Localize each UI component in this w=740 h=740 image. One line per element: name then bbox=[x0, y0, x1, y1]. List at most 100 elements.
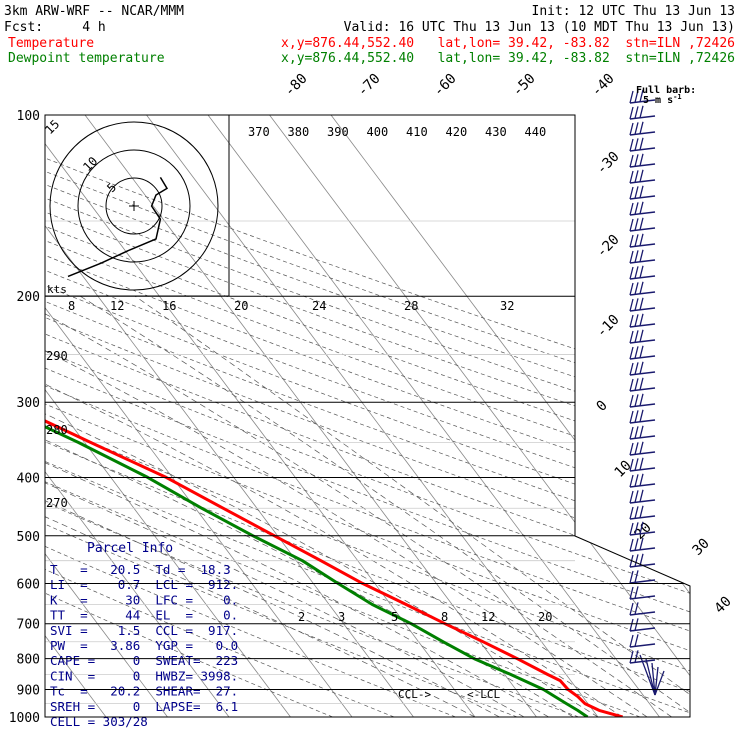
temperature-legend: Temperature bbox=[8, 36, 94, 51]
wind-barb-flag bbox=[634, 106, 639, 119]
pressure-tick-label: 800 bbox=[17, 653, 40, 668]
wind-barb-staff bbox=[629, 243, 656, 248]
wind-barb-flag bbox=[629, 202, 634, 216]
wind-barb-flag bbox=[634, 234, 639, 247]
wind-barb-flag bbox=[634, 314, 639, 327]
wind-barb-staff bbox=[654, 670, 665, 696]
wind-barb-flag bbox=[634, 442, 639, 455]
theta-label: 380 bbox=[288, 125, 310, 139]
hodo-axis-label: 16 bbox=[162, 299, 176, 313]
wind-barb-flag bbox=[634, 490, 639, 503]
hodo-ring bbox=[105, 177, 163, 235]
wind-barb-flag bbox=[629, 506, 634, 520]
pressure-tick-label: 1000 bbox=[9, 711, 40, 726]
parcel-info-row: SVI = 1.5 CCL = 917. bbox=[50, 623, 238, 638]
wind-barb-staff bbox=[629, 275, 656, 280]
wind-barb-flag bbox=[639, 553, 644, 566]
wind-barb-flag bbox=[639, 457, 644, 470]
wind-barb-staff bbox=[629, 483, 656, 488]
wind-barb-flag bbox=[634, 298, 639, 311]
wind-barb-flag bbox=[634, 378, 639, 391]
wind-barb-staff bbox=[629, 339, 656, 344]
wind-barb-flag bbox=[634, 330, 639, 343]
wind-barb-staff bbox=[654, 666, 659, 696]
wind-barb-flag bbox=[629, 458, 634, 472]
wind-barb-flag bbox=[629, 314, 634, 328]
wind-barb-flag bbox=[634, 346, 639, 359]
wind-barb-flag bbox=[634, 474, 639, 487]
wind-barb-flag bbox=[639, 249, 644, 262]
wind-barb-flag bbox=[639, 185, 644, 198]
wind-barb-flag bbox=[634, 586, 639, 599]
wind-barb-flag bbox=[639, 265, 644, 278]
isotherm-line bbox=[146, 115, 599, 717]
wind-barb-flag bbox=[629, 394, 634, 408]
dewpoint-location-info: x,y=876.44,552.40 lat,lon= 39.42, -83.82… bbox=[281, 51, 735, 66]
wind-barb-flag bbox=[634, 282, 639, 295]
wind-barb-flag bbox=[634, 154, 639, 167]
wind-barb-flag bbox=[634, 458, 639, 471]
mixing-ratio-label: 20 bbox=[538, 610, 552, 624]
isotherm-line bbox=[45, 115, 291, 717]
wind-barb-flag bbox=[629, 170, 634, 184]
wind-barb-flag bbox=[634, 554, 639, 567]
wind-barb-flag bbox=[639, 137, 644, 150]
wind-barb-flag bbox=[629, 218, 634, 232]
hodo-axis-label: 24 bbox=[312, 299, 326, 313]
dewpoint-legend: Dewpoint temperature bbox=[8, 51, 165, 66]
wind-barb-staff bbox=[629, 579, 656, 584]
hodo-trace bbox=[67, 177, 169, 278]
parcel-info-row: CELL = 303/28 bbox=[50, 714, 148, 729]
moist-adiabat bbox=[45, 295, 672, 717]
wind-barb-flag bbox=[639, 313, 644, 326]
adiabat-label: 270 bbox=[46, 496, 68, 510]
wind-barb-staff bbox=[629, 323, 656, 328]
wind-barb-flag bbox=[629, 490, 634, 504]
wind-barb-staff bbox=[629, 451, 656, 456]
wind-barb-flag bbox=[639, 345, 644, 358]
wind-barb-staff bbox=[629, 307, 656, 312]
wind-barb-staff bbox=[629, 467, 656, 472]
parcel-info-row: SREH = 0 LAPSE= 6.1 bbox=[50, 699, 238, 714]
wind-barb-flag bbox=[629, 378, 634, 392]
mixing-ratio-label: 8 bbox=[441, 610, 448, 624]
wind-barb-staff bbox=[629, 595, 656, 600]
wind-barb-flag bbox=[629, 538, 634, 552]
wind-barb-staff bbox=[629, 147, 656, 152]
init-label: Init: 12 UTC Thu 13 Jun 13 bbox=[532, 4, 736, 19]
wind-barb-flag bbox=[639, 377, 644, 390]
wind-barb-staff bbox=[629, 355, 656, 360]
wind-barb-flag bbox=[639, 521, 644, 534]
dewpoint-trace bbox=[45, 115, 589, 717]
wind-barb-staff bbox=[629, 499, 656, 504]
wind-barb-flag bbox=[639, 473, 644, 486]
hodo-axis-label: 8 bbox=[68, 299, 75, 313]
wind-barb-flag bbox=[634, 538, 639, 551]
wind-barb-flag bbox=[634, 394, 639, 407]
wind-barb-flag bbox=[639, 537, 644, 550]
wind-barb-flag bbox=[634, 186, 639, 199]
theta-label: 370 bbox=[248, 125, 270, 139]
parcel-info-row: LI = 0.7 LCL = 912. bbox=[50, 577, 238, 592]
wind-barb-staff bbox=[629, 179, 656, 184]
wind-barb-staff bbox=[629, 387, 656, 392]
wind-barb-flag bbox=[639, 89, 644, 102]
isotherm-line bbox=[45, 115, 168, 717]
pressure-tick-label: 600 bbox=[17, 577, 40, 592]
wind-barb-flag bbox=[629, 282, 634, 296]
adiabat-label: 290 bbox=[46, 349, 68, 363]
wind-barb-flag bbox=[629, 250, 634, 264]
wind-barb-flag bbox=[629, 138, 634, 152]
wind-barb-flag bbox=[639, 105, 644, 118]
wind-barb-staff bbox=[629, 531, 656, 536]
wind-barb-flag bbox=[629, 154, 634, 168]
moist-adiabat bbox=[45, 295, 599, 717]
wind-barb-flag bbox=[634, 618, 639, 631]
wind-barb-flag bbox=[634, 250, 639, 263]
wind-barb-staff bbox=[629, 419, 656, 424]
pressure-tick-label: 900 bbox=[17, 683, 40, 698]
